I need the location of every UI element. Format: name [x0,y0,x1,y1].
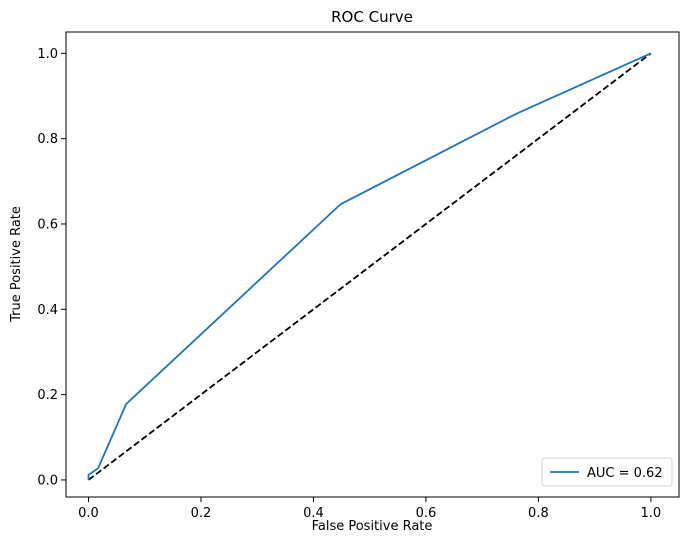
y-tick-label: 0.6 [37,217,58,232]
y-axis-ticks: 0.0 0.2 0.4 0.6 0.8 1.0 [37,47,66,488]
x-tick-label: 1.0 [641,506,662,521]
x-axis-label: False Positive Rate [312,519,433,534]
y-tick-label: 0.2 [37,388,58,403]
x-tick-label: 0.2 [191,506,212,521]
y-tick-label: 0.0 [37,473,58,488]
series-layer [87,52,652,481]
x-tick-label: 0.0 [78,506,99,521]
y-tick-label: 1.0 [37,47,58,62]
x-tick-label: 0.4 [303,506,324,521]
y-tick-label: 0.8 [37,132,58,147]
chance-diagonal-line [87,52,652,481]
x-tick-label: 0.8 [528,506,549,521]
legend: AUC = 0.62 [541,457,673,487]
x-axis-ticks: 0.0 0.2 0.4 0.6 0.8 1.0 [78,497,661,521]
legend-box [541,457,673,487]
chart-title: ROC Curve [331,8,413,26]
x-tick-label: 0.6 [416,506,437,521]
y-tick-label: 0.4 [37,303,58,318]
plot-frame [65,31,680,498]
legend-label: AUC = 0.62 [587,466,663,481]
y-axis-label: True Positive Rate [9,206,24,323]
roc-curve-line [87,52,652,480]
